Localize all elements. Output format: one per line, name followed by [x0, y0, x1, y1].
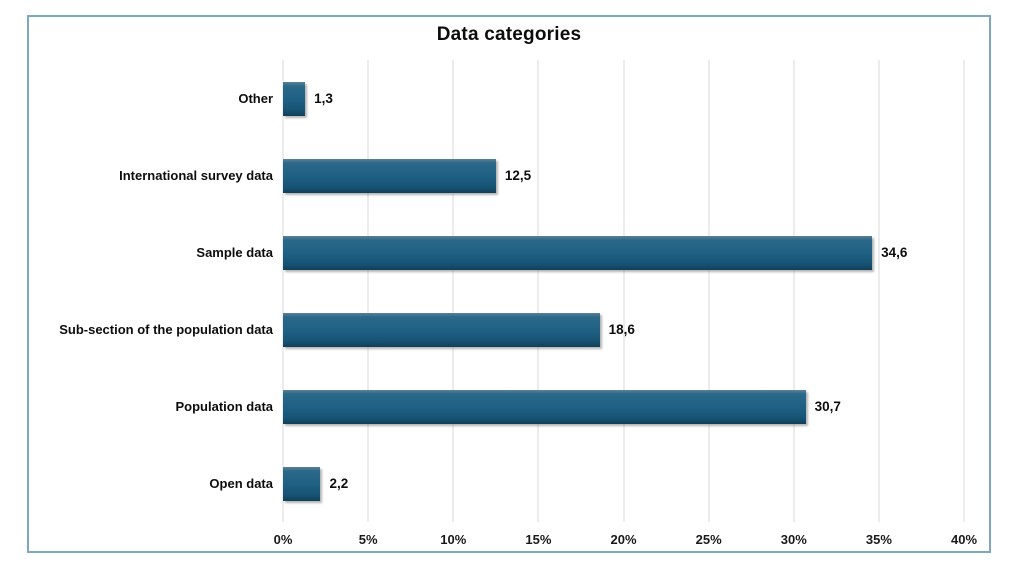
- gridline: [282, 60, 284, 522]
- bar: [283, 389, 806, 424]
- x-tick-label: 15%: [525, 532, 552, 547]
- bar: [283, 81, 306, 116]
- category-label: Other: [238, 91, 273, 106]
- x-tick-label: 20%: [610, 532, 637, 547]
- x-tick-label: 30%: [780, 532, 807, 547]
- chart-frame: Data categories 0% 5% 10% 15% 20% 25% 30% 35% 40…: [27, 15, 991, 553]
- x-tick-label: 5%: [358, 532, 378, 547]
- category-label: Population data: [175, 399, 274, 414]
- gridline: [963, 60, 965, 522]
- gridline: [537, 60, 539, 522]
- value-label: 18,6: [608, 322, 635, 337]
- value-label: 30,7: [814, 399, 841, 414]
- value-label: 34,6: [881, 245, 908, 260]
- bar: [283, 312, 600, 347]
- value-label: 1,3: [314, 91, 333, 106]
- category-label: Open data: [209, 476, 273, 491]
- category-label: Sub-section of the population data: [59, 322, 273, 337]
- bar-row: Sample data 34,6: [196, 214, 964, 291]
- x-tick-label: 10%: [440, 532, 467, 547]
- bar: [283, 466, 321, 501]
- bar: [283, 158, 496, 193]
- bar-row: Population data 30,7: [176, 368, 964, 445]
- x-tick-label: 25%: [695, 532, 722, 547]
- gridline: [623, 60, 624, 522]
- x-tick-label: 40%: [950, 532, 978, 547]
- gridline: [878, 60, 880, 522]
- gridline: [452, 60, 454, 522]
- gridline: [708, 60, 710, 522]
- gridline: [367, 60, 369, 522]
- value-label: 2,2: [329, 476, 349, 491]
- gridline: [793, 60, 795, 522]
- chart-title: Data categories: [436, 24, 582, 45]
- bar-row: Open data 2,2: [209, 445, 964, 522]
- bar-row: Other 1,3: [238, 60, 964, 137]
- bar: [283, 235, 873, 270]
- x-tick-label: 0%: [273, 532, 293, 547]
- x-tick-label: 35%: [865, 532, 892, 547]
- plot-area: 0% 5% 10% 15% 20% 25% 30% 35% 40% Other 1,3 Interna…: [59, 60, 977, 547]
- category-label: Sample data: [196, 245, 273, 260]
- bar-row: International survey data 12,5: [119, 137, 964, 214]
- category-label: International survey data: [119, 168, 273, 183]
- bar-row: Sub-section of the population data 18,6: [59, 291, 964, 368]
- value-label: 12,5: [504, 168, 532, 183]
